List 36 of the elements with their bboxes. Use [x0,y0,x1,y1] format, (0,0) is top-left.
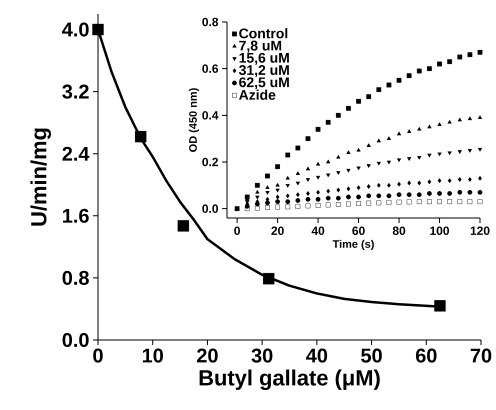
y-tick-label: 0.8 [202,18,218,26]
y-tick-label: 4.0 [62,22,89,37]
x-tick-label: 20 [197,348,218,363]
x-tick-label: 10 [142,348,163,363]
y-tick-label: 0.0 [202,204,218,213]
x-tick-label: 100 [430,226,449,235]
x-tick-label: 40 [312,226,324,235]
x-tick-label: 70 [470,348,492,363]
y-axis-title: U/min/mg [30,128,51,226]
y-tick-label: 0.0 [62,332,89,348]
legend-label: Control [239,28,288,38]
x-axis-title: Time (s) [332,240,374,250]
y-tick-label: 0.8 [62,270,89,285]
x-tick-label: 60 [352,226,365,235]
x-tick-label: 120 [470,226,490,235]
y-tick-label: 0.6 [202,64,218,73]
x-tick-label: 0 [93,348,103,363]
x-axis-title: Butyl gallate (μM) [200,369,380,390]
x-tick-label: 80 [392,226,406,235]
legend-label: 7,8 uM [239,40,282,53]
x-tick-label: 50 [361,348,382,363]
legend-label: Azide [239,90,276,100]
x-tick-label: 30 [252,348,272,363]
y-tick-label: 0.4 [202,111,218,120]
x-tick-label: 60 [416,348,437,363]
y-tick-label: 3.2 [62,84,89,99]
x-tick-label: 0 [234,226,240,235]
legend-label: 15,6 uM [240,52,289,65]
legend-label: 62,5 uM [239,77,289,90]
y-axis-title: OD (450 nm) [188,88,200,152]
y-tick-label: 1.6 [63,208,89,223]
y-tick-label: 2.4 [62,146,90,161]
x-tick-label: 40 [306,348,328,363]
y-tick-label: 0.2 [202,158,218,166]
x-tick-label: 20 [271,226,284,235]
legend-label: 31,2 uM [238,65,289,78]
